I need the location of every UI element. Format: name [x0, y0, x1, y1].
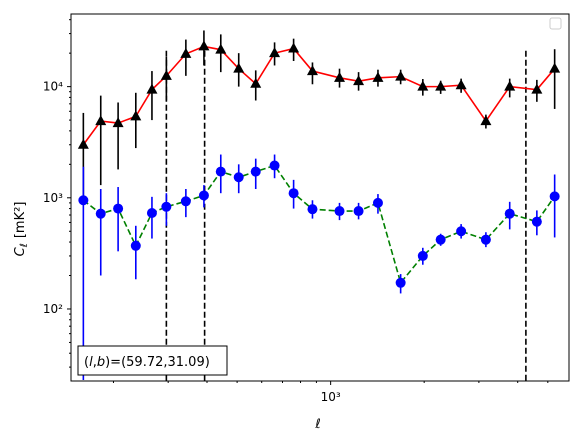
data-point: [372, 71, 384, 82]
data-point: [233, 172, 244, 183]
data-point: [504, 80, 516, 91]
data-point: [417, 80, 429, 91]
data-point: [269, 47, 281, 58]
data-point: [269, 160, 280, 171]
data-point: [456, 226, 467, 237]
data-point: [146, 83, 158, 94]
data-point: [113, 203, 124, 214]
data-point: [161, 201, 172, 212]
data-point: [95, 208, 106, 219]
series-1: [77, 30, 561, 198]
data-point: [215, 43, 227, 54]
data-point: [215, 166, 226, 177]
data-point: [180, 196, 191, 207]
data-point: [198, 40, 210, 51]
data-point: [353, 75, 365, 86]
y-axis-label: Cℓ[mK²]: [13, 202, 30, 257]
plot-layer: [77, 30, 561, 381]
x-tick-label: 10³: [321, 390, 341, 404]
data-point: [455, 79, 467, 90]
data-point: [435, 80, 447, 91]
data-point: [306, 65, 318, 76]
data-point: [307, 204, 318, 215]
y-tick-label: 10²: [43, 302, 63, 316]
annotation-frame: [77, 345, 228, 376]
data-point: [146, 207, 157, 218]
data-point: [549, 191, 560, 202]
data-point: [480, 115, 492, 126]
data-point: [531, 216, 542, 227]
data-point: [395, 277, 406, 288]
annotation-box: (l,b)=(59.72,31.09): [77, 345, 228, 376]
data-point: [130, 240, 141, 251]
data-point: [250, 77, 262, 88]
ticks-layer: 10² 10³ 10⁴ 10³: [43, 19, 549, 404]
data-point: [78, 195, 89, 206]
data-point: [417, 250, 428, 261]
data-point: [504, 208, 515, 219]
data-point: [180, 47, 192, 58]
data-point: [480, 234, 491, 245]
data-point: [395, 70, 407, 81]
data-point: [334, 206, 345, 217]
annotation-label: (l,b)=(59.72,31.09): [84, 355, 210, 370]
data-point: [288, 188, 299, 199]
data-point: [435, 234, 446, 245]
data-point: [77, 138, 89, 149]
data-point: [233, 62, 245, 73]
data-point: [288, 42, 300, 53]
data-point: [353, 206, 364, 217]
data-point: [160, 69, 172, 80]
data-point: [95, 115, 107, 126]
y-tick-label: 10⁴: [43, 80, 63, 94]
data-point: [372, 197, 383, 208]
series-2: [78, 154, 560, 380]
x-axis-label: ℓ: [314, 417, 320, 432]
data-point: [531, 83, 543, 94]
data-point: [130, 110, 142, 121]
legend-box: [549, 17, 562, 30]
data-point: [549, 62, 561, 73]
data-point: [250, 166, 261, 177]
data-point: [112, 117, 124, 128]
data-point: [334, 71, 346, 82]
y-tick-label: 10³: [43, 191, 63, 205]
data-point: [198, 190, 209, 201]
